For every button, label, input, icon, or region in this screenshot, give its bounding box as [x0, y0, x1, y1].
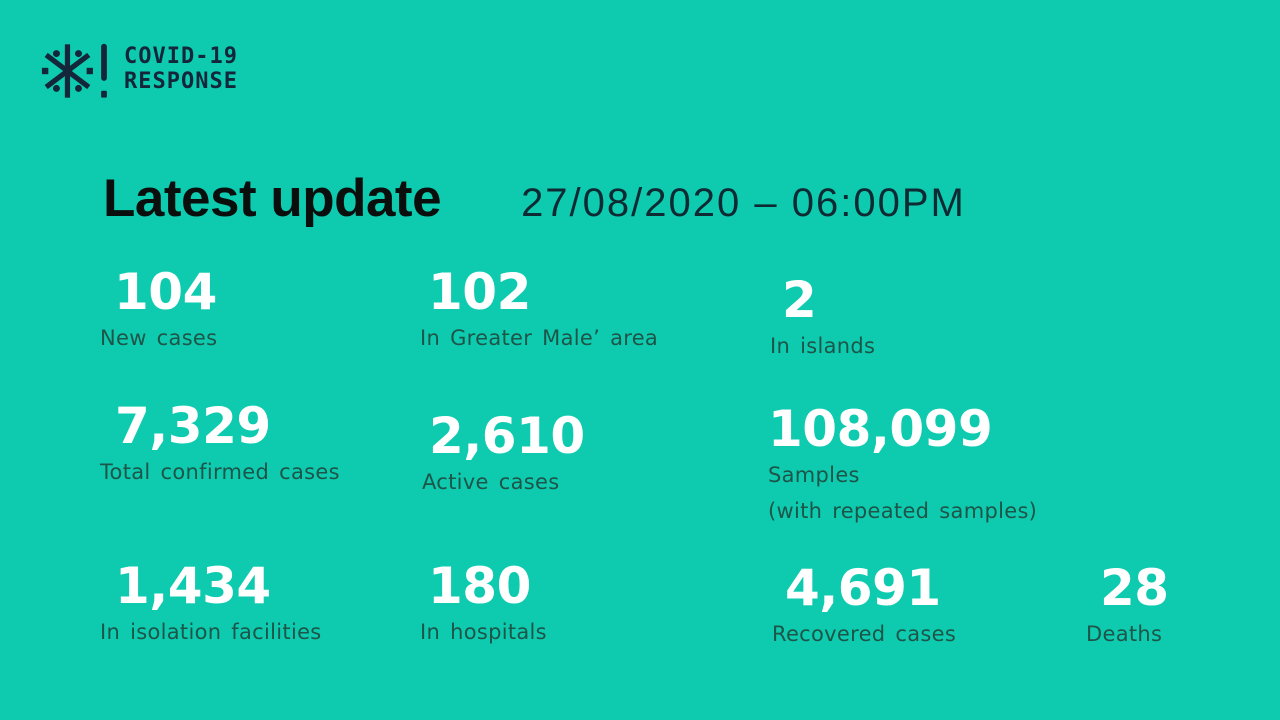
stat-label: Active cases [422, 470, 560, 494]
update-datetime: 27/08/2020 – 06:00PM [521, 181, 966, 225]
stat-value: 104 [114, 263, 217, 321]
stat-value: 7,329 [115, 397, 271, 455]
stat-label: In hospitals [420, 620, 547, 644]
stat-label: Deaths [1086, 622, 1163, 646]
stat-label: Samples [768, 463, 860, 487]
stat-isolation-facilities: 1,434 In isolation facilities [100, 560, 322, 644]
logo: COVID-19 RESPONSE [38, 42, 238, 100]
stat-deaths: 28 Deaths [1086, 562, 1169, 646]
stat-in-hospitals: 180 In hospitals [420, 560, 547, 644]
stat-value: 1,434 [115, 557, 271, 615]
stat-value: 2 [782, 271, 817, 329]
stat-label: In Greater Male’ area [420, 326, 659, 350]
logo-line2: RESPONSE [124, 69, 238, 94]
stat-new-cases: 104 New cases [100, 266, 217, 350]
stat-label: Total confirmed cases [100, 460, 340, 484]
stat-value: 2,610 [429, 407, 585, 465]
stat-value: 180 [428, 557, 531, 615]
headline: Latest update 27/08/2020 – 06:00PM [103, 168, 966, 229]
virus-asterisk-exclamation-icon [38, 42, 112, 100]
page-title: Latest update [103, 169, 442, 228]
stat-label: Recovered cases [772, 622, 957, 646]
stat-label: New cases [100, 326, 218, 350]
stat-in-islands: 2 In islands [770, 274, 875, 358]
stat-value: 102 [428, 263, 531, 321]
stat-label: In isolation facilities [100, 620, 322, 644]
stat-total-confirmed-cases: 7,329 Total confirmed cases [100, 400, 340, 484]
stat-value: 28 [1100, 559, 1169, 617]
stat-label: In islands [770, 334, 876, 358]
stat-active-cases: 2,610 Active cases [422, 410, 585, 494]
stat-recovered-cases: 4,691 Recovered cases [772, 562, 956, 646]
stat-value: 4,691 [785, 559, 941, 617]
stat-sublabel: (with repeated samples) [768, 499, 1038, 523]
stat-samples: 108,099 Samples (with repeated samples) [768, 403, 1037, 523]
stat-greater-male-area: 102 In Greater Male’ area [420, 266, 658, 350]
logo-line1: COVID-19 [124, 44, 238, 69]
stat-value: 108,099 [768, 400, 993, 458]
